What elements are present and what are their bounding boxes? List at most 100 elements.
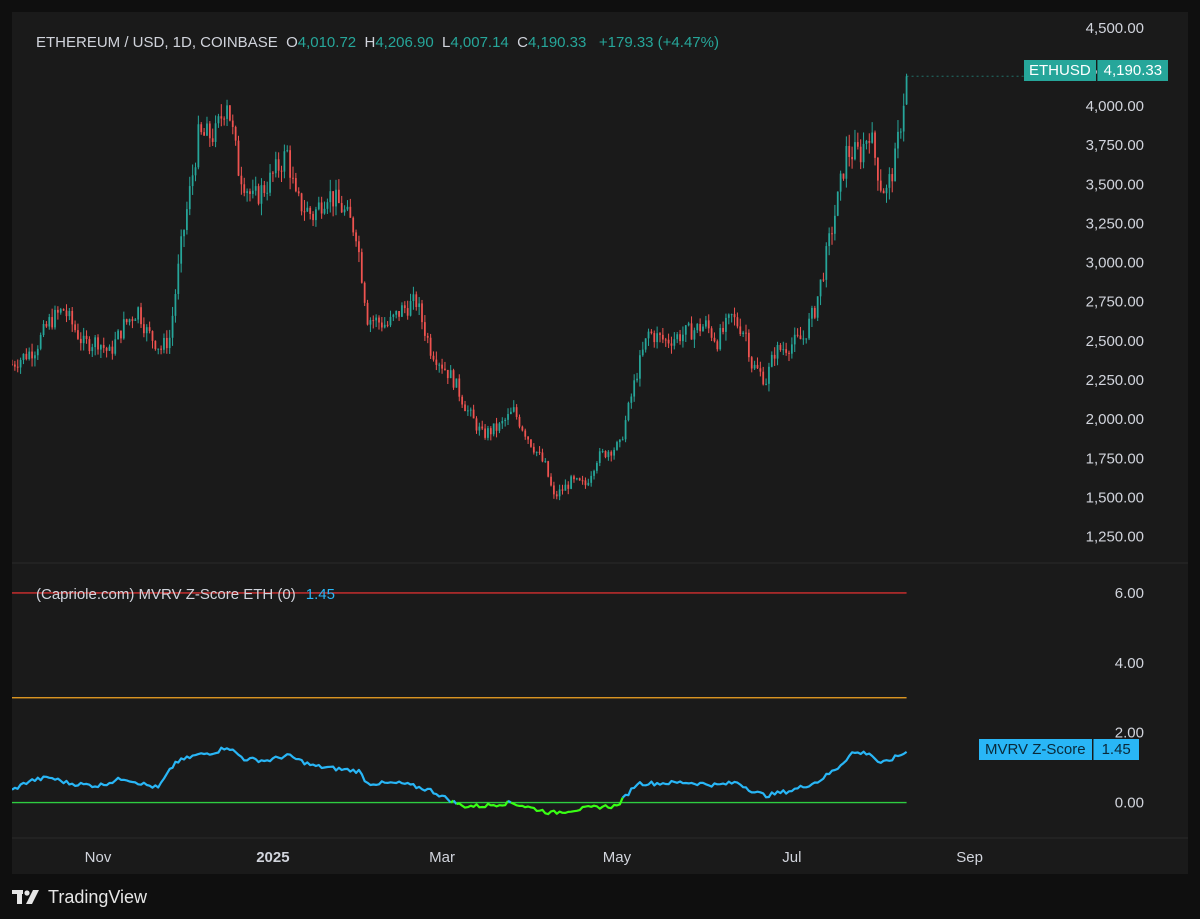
candle[interactable]: [607, 451, 610, 458]
candle[interactable]: [730, 314, 733, 316]
candle[interactable]: [117, 330, 119, 340]
candle[interactable]: [647, 331, 650, 339]
candle[interactable]: [102, 345, 105, 348]
candle[interactable]: [77, 330, 79, 339]
candle[interactable]: [687, 323, 690, 326]
candle[interactable]: [616, 442, 618, 450]
candle[interactable]: [280, 170, 283, 172]
candle[interactable]: [745, 332, 747, 334]
candle[interactable]: [856, 142, 859, 147]
candle[interactable]: [636, 378, 638, 381]
candle[interactable]: [475, 418, 478, 431]
candle[interactable]: [676, 334, 679, 340]
candle[interactable]: [171, 315, 174, 338]
candle[interactable]: [805, 338, 808, 340]
candle[interactable]: [555, 494, 558, 497]
candle[interactable]: [363, 282, 366, 303]
candle[interactable]: [547, 461, 550, 477]
candle[interactable]: [644, 338, 647, 350]
candle[interactable]: [733, 314, 736, 318]
candle[interactable]: [300, 193, 303, 212]
candle[interactable]: [143, 324, 145, 334]
candle[interactable]: [782, 349, 785, 351]
candle[interactable]: [593, 470, 595, 476]
candle[interactable]: [527, 436, 529, 440]
candle[interactable]: [234, 126, 237, 141]
zscore-line[interactable]: [452, 799, 458, 805]
candle[interactable]: [349, 206, 352, 218]
candle[interactable]: [174, 294, 177, 316]
candle[interactable]: [31, 351, 33, 359]
candle[interactable]: [320, 202, 323, 214]
candle[interactable]: [822, 279, 825, 281]
candle[interactable]: [120, 330, 122, 339]
candle[interactable]: [653, 333, 656, 343]
candle[interactable]: [882, 190, 885, 194]
candle[interactable]: [312, 213, 314, 221]
candle[interactable]: [56, 309, 59, 313]
candle[interactable]: [140, 307, 142, 325]
candle[interactable]: [727, 314, 730, 318]
candle[interactable]: [753, 364, 756, 369]
candle[interactable]: [251, 190, 254, 194]
candle[interactable]: [765, 383, 767, 385]
candle[interactable]: [756, 364, 759, 369]
candle[interactable]: [157, 348, 160, 350]
candle[interactable]: [208, 123, 211, 139]
candle[interactable]: [481, 426, 484, 429]
candle[interactable]: [289, 150, 292, 178]
candle[interactable]: [461, 396, 464, 405]
candle[interactable]: [303, 211, 306, 213]
candle[interactable]: [596, 462, 598, 471]
candle[interactable]: [398, 311, 400, 317]
candle[interactable]: [684, 325, 687, 335]
candle[interactable]: [839, 173, 842, 192]
candle[interactable]: [403, 305, 406, 309]
candle[interactable]: [237, 140, 240, 176]
candle[interactable]: [865, 141, 868, 144]
candle[interactable]: [874, 132, 876, 158]
candle[interactable]: [188, 186, 191, 210]
candle[interactable]: [266, 192, 269, 194]
candle[interactable]: [834, 215, 836, 234]
candle[interactable]: [332, 191, 335, 207]
candle[interactable]: [521, 426, 524, 431]
candle[interactable]: [742, 332, 745, 335]
candle[interactable]: [859, 146, 862, 163]
candle[interactable]: [573, 476, 575, 480]
candle[interactable]: [879, 180, 882, 191]
candle[interactable]: [337, 189, 340, 204]
candle[interactable]: [292, 177, 294, 179]
candle[interactable]: [659, 333, 661, 335]
candle[interactable]: [306, 207, 309, 212]
candle[interactable]: [12, 364, 13, 366]
candle[interactable]: [254, 186, 257, 191]
candle[interactable]: [544, 461, 547, 463]
candle[interactable]: [183, 230, 185, 237]
candle[interactable]: [773, 354, 776, 359]
candle[interactable]: [168, 337, 171, 349]
candle[interactable]: [197, 124, 200, 168]
candle[interactable]: [639, 355, 641, 379]
candle[interactable]: [249, 191, 251, 194]
candle[interactable]: [793, 334, 796, 345]
candle[interactable]: [160, 348, 162, 350]
candle[interactable]: [664, 339, 667, 341]
candle[interactable]: [831, 233, 833, 235]
candle[interactable]: [163, 337, 165, 350]
candle[interactable]: [105, 347, 108, 351]
candle[interactable]: [790, 344, 793, 354]
candle[interactable]: [550, 476, 552, 486]
candle[interactable]: [65, 310, 68, 317]
zscore-low-segment[interactable]: [456, 800, 509, 809]
candle[interactable]: [401, 305, 403, 317]
candle[interactable]: [286, 150, 289, 152]
candle[interactable]: [489, 428, 492, 435]
candle[interactable]: [710, 328, 713, 338]
candle[interactable]: [524, 430, 527, 437]
candle[interactable]: [699, 323, 702, 332]
candle[interactable]: [42, 324, 45, 336]
candle[interactable]: [134, 319, 137, 321]
zscore-low-segment[interactable]: [510, 797, 624, 816]
candle[interactable]: [750, 357, 753, 369]
